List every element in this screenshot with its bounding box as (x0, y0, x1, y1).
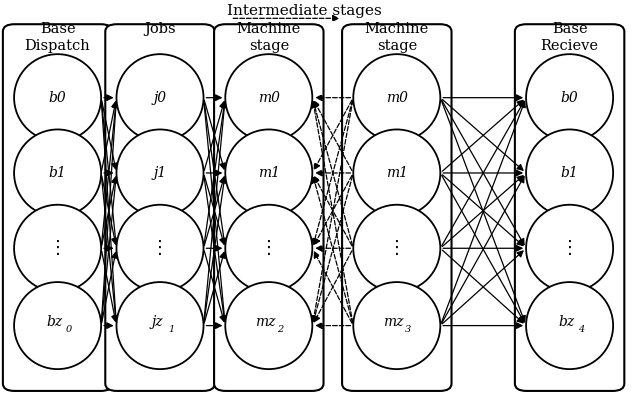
Ellipse shape (353, 282, 440, 369)
Ellipse shape (14, 129, 101, 217)
Text: ⋮: ⋮ (561, 239, 579, 257)
Text: m0: m0 (258, 91, 280, 105)
Ellipse shape (14, 282, 101, 369)
Text: ⋮: ⋮ (49, 239, 67, 257)
Ellipse shape (225, 282, 312, 369)
Text: ⋮: ⋮ (388, 239, 406, 257)
Ellipse shape (116, 282, 204, 369)
Text: Machine
stage: Machine stage (365, 22, 429, 53)
Text: jz: jz (151, 315, 163, 329)
Text: b1: b1 (561, 166, 579, 180)
Text: 2: 2 (277, 325, 284, 334)
Ellipse shape (526, 129, 613, 217)
Text: j1: j1 (154, 166, 166, 180)
Ellipse shape (225, 54, 312, 141)
Ellipse shape (353, 129, 440, 217)
FancyBboxPatch shape (3, 24, 113, 391)
Ellipse shape (14, 205, 101, 292)
Text: bz: bz (46, 315, 63, 329)
Text: Base
Recieve: Base Recieve (541, 22, 598, 53)
Ellipse shape (116, 205, 204, 292)
Ellipse shape (14, 54, 101, 141)
Text: b0: b0 (561, 91, 579, 105)
Text: bz: bz (558, 315, 575, 329)
Text: Base
Dispatch: Base Dispatch (25, 22, 90, 53)
Text: b1: b1 (49, 166, 67, 180)
FancyBboxPatch shape (342, 24, 452, 391)
FancyBboxPatch shape (214, 24, 323, 391)
Text: m1: m1 (258, 166, 280, 180)
Ellipse shape (353, 54, 440, 141)
Text: m1: m1 (386, 166, 408, 180)
Text: mz: mz (255, 315, 276, 329)
Ellipse shape (526, 54, 613, 141)
Text: ⋮: ⋮ (260, 239, 278, 257)
Ellipse shape (116, 54, 204, 141)
Text: b0: b0 (49, 91, 67, 105)
Text: 1: 1 (168, 325, 175, 334)
Text: Jobs: Jobs (144, 22, 176, 36)
Text: Machine
stage: Machine stage (237, 22, 301, 53)
Text: mz: mz (383, 315, 404, 329)
Text: Intermediate stages: Intermediate stages (227, 4, 381, 18)
FancyBboxPatch shape (515, 24, 625, 391)
Text: ⋮: ⋮ (151, 239, 169, 257)
Ellipse shape (225, 129, 312, 217)
Ellipse shape (353, 205, 440, 292)
Text: 4: 4 (578, 325, 584, 334)
Text: m0: m0 (386, 91, 408, 105)
Ellipse shape (526, 205, 613, 292)
Text: 0: 0 (66, 325, 72, 334)
FancyBboxPatch shape (105, 24, 215, 391)
Ellipse shape (526, 282, 613, 369)
Ellipse shape (116, 129, 204, 217)
Ellipse shape (225, 205, 312, 292)
Text: j0: j0 (154, 91, 166, 105)
Text: 3: 3 (405, 325, 412, 334)
